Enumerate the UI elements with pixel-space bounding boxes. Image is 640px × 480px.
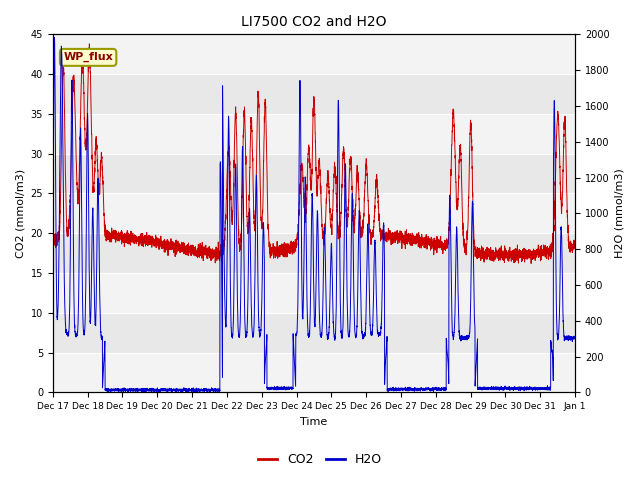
Y-axis label: H2O (mmol/m3): H2O (mmol/m3) — [615, 168, 625, 258]
Legend: CO2, H2O: CO2, H2O — [253, 448, 387, 471]
Bar — [52, 114, 575, 154]
Y-axis label: CO2 (mmol/m3): CO2 (mmol/m3) — [15, 169, 25, 258]
Bar — [52, 273, 575, 313]
Bar — [52, 352, 575, 392]
Bar — [52, 35, 575, 74]
Title: LI7500 CO2 and H2O: LI7500 CO2 and H2O — [241, 15, 387, 29]
Bar — [52, 193, 575, 233]
Text: WP_flux: WP_flux — [63, 52, 113, 62]
X-axis label: Time: Time — [300, 417, 328, 427]
